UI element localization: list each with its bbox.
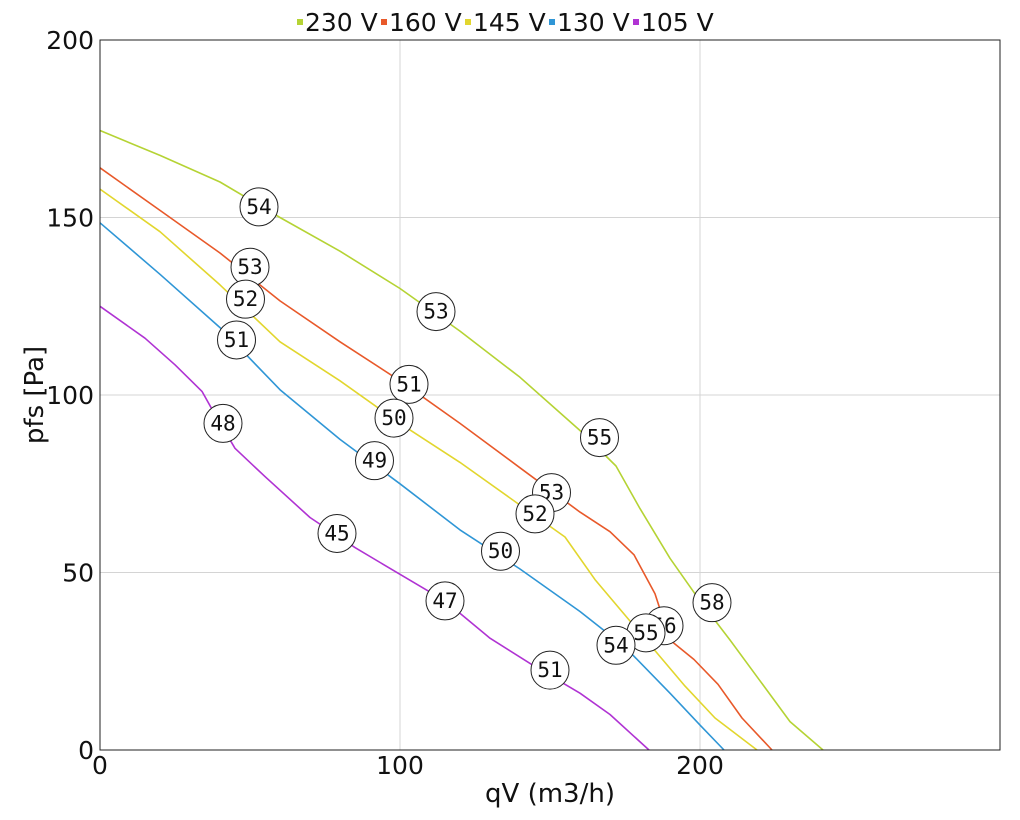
x-tick-label: 100 [376,751,424,780]
value-marker: 48 [203,403,243,443]
y-tick-label: 50 [62,559,94,588]
series-line [99,222,725,751]
value-marker: 51 [217,320,256,360]
value-marker-circle [374,398,414,438]
value-marker-label: 51 [396,372,421,396]
value-marker-label: 53 [237,255,262,279]
value-marker: 55 [626,613,666,653]
value-marker-label: 53 [423,300,448,324]
legend-label: 160 V [389,8,462,37]
y-tick-label: 0 [78,736,94,765]
legend-swatch [381,19,387,25]
value-marker-circle [481,531,520,571]
value-marker-circle [217,320,256,360]
series-line [99,188,758,751]
value-marker: 51 [389,364,429,404]
value-marker-circle [317,513,357,553]
legend: 230 V 160 V 145 V 130 V 105 V [297,8,714,37]
value-marker: 52 [515,494,555,534]
value-marker: 50 [481,531,520,571]
legend-swatch [297,19,303,25]
legend-label: 105 V [641,8,714,37]
value-marker: 53 [416,292,456,332]
value-marker-label: 48 [210,411,235,435]
x-tick-label: 200 [676,751,724,780]
y-axis-ticks: 0 50 100 150 200 [46,26,94,765]
legend-label: 130 V [557,8,630,37]
value-marker-label: 55 [633,621,658,645]
value-marker: 54 [239,187,279,227]
value-marker: 45 [317,513,357,553]
series-line [99,129,824,751]
value-marker-label: 54 [603,633,628,657]
value-marker: 49 [355,441,394,481]
y-axis-title: pfs [Pa] [20,346,50,444]
value-marker: 47 [425,581,465,621]
value-marker-label: 45 [324,521,349,545]
legend-item: 230 V [297,8,378,37]
value-marker-circle [203,403,243,443]
value-marker-label: 52 [233,287,258,311]
x-axis-ticks: 0 100 200 [92,751,724,780]
value-marker: 53 [230,247,270,287]
value-marker-label: 50 [488,539,513,563]
value-marker-circle [389,364,429,404]
value-marker-circle [596,625,636,665]
value-marker: 54 [596,625,636,665]
legend-item: 145 V [465,8,546,37]
series-lines [99,129,824,751]
value-marker-circle [425,581,465,621]
x-tick-label: 0 [92,751,108,780]
value-marker-label: 54 [246,195,271,219]
legend-label: 145 V [473,8,546,37]
value-marker-label: 51 [537,658,562,682]
value-marker-circle [226,279,265,319]
value-marker: 58 [692,583,732,623]
value-marker-label: 52 [522,502,547,526]
legend-label: 230 V [305,8,378,37]
series-line [99,305,650,751]
value-marker-label: 49 [362,449,387,473]
y-tick-label: 200 [46,26,94,55]
value-marker-circle [416,292,456,332]
legend-swatch [465,19,471,25]
value-marker-circle [692,583,732,623]
legend-item: 160 V [381,8,462,37]
legend-item: 130 V [549,8,630,37]
legend-item: 105 V [633,8,714,37]
legend-swatch [549,19,555,25]
value-marker-circle [580,418,619,458]
gridlines [100,39,1000,750]
value-markers: 5453555853515356525052555149505448454751 [203,187,732,690]
value-marker-label: 58 [699,591,724,615]
plot-area-border [99,39,1001,751]
y-tick-label: 100 [46,381,94,410]
value-marker-label: 50 [381,406,406,430]
value-marker-circle [355,441,394,481]
series-line [99,167,773,751]
value-marker-circle [515,494,555,534]
y-tick-label: 150 [46,204,94,233]
value-marker: 50 [374,398,414,438]
value-marker-circle [530,650,570,690]
value-marker-circle [239,187,279,227]
value-marker-label: 47 [432,589,457,613]
value-marker-label: 51 [224,328,249,352]
value-marker: 51 [530,650,570,690]
value-marker: 55 [580,418,619,458]
legend-swatch [633,19,639,25]
value-marker-label: 55 [587,426,612,450]
value-marker: 52 [226,279,265,319]
x-axis-title: qV (m3/h) [485,779,615,809]
